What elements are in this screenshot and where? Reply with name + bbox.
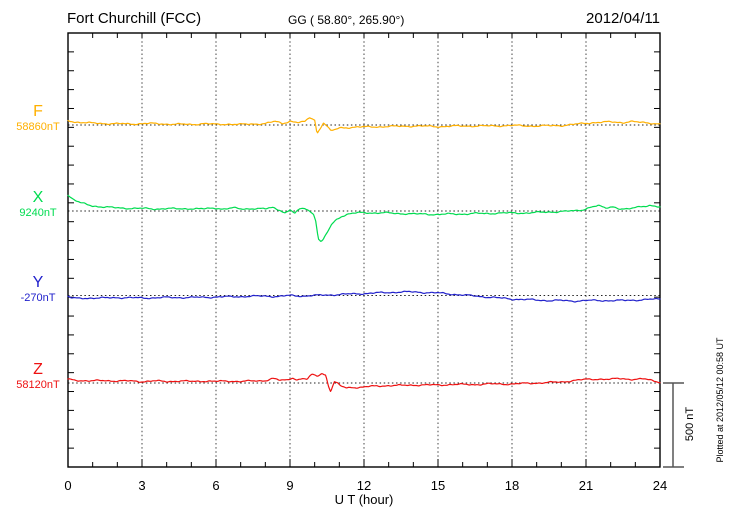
component-label-F: F 58860nT [2,102,74,134]
component-baseline-F: 58860nT [16,121,60,133]
component-letter-X: X [32,189,44,206]
station-title: Fort Churchill (FCC) [67,10,202,27]
component-letter-Z: Z [33,361,43,378]
x-tick-label: 6 [212,478,219,493]
component-baseline-Z: 58120nT [16,379,60,391]
x-tick-label: 18 [505,478,519,493]
x-tick-label: 0 [64,478,71,493]
component-letter-F: F [33,103,43,120]
plotted-at-label: Plotted at 2012/05/12 00:58 UT [715,337,725,463]
x-tick-label: 3 [138,478,145,493]
x-tick-label: 24 [653,478,667,493]
x-tick-label: 21 [579,478,593,493]
component-letter-Y: Y [32,274,44,291]
scale-bar-label: 500 nT [684,406,696,442]
component-label-Z: Z 58120nT [2,360,74,392]
coordinates-label: GG ( 58.80°, 265.90°) [288,13,405,27]
x-tick-label: 9 [286,478,293,493]
component-label-Y: Y -270nT [2,273,74,305]
x-tick-label: 12 [357,478,371,493]
component-baseline-X: 9240nT [19,207,57,219]
x-tick-label: 15 [431,478,445,493]
component-baseline-Y: -270nT [20,292,56,304]
date-label: 2012/04/11 [586,10,660,27]
x-axis-label: U T (hour) [334,492,394,507]
component-label-X: X 9240nT [2,188,74,220]
